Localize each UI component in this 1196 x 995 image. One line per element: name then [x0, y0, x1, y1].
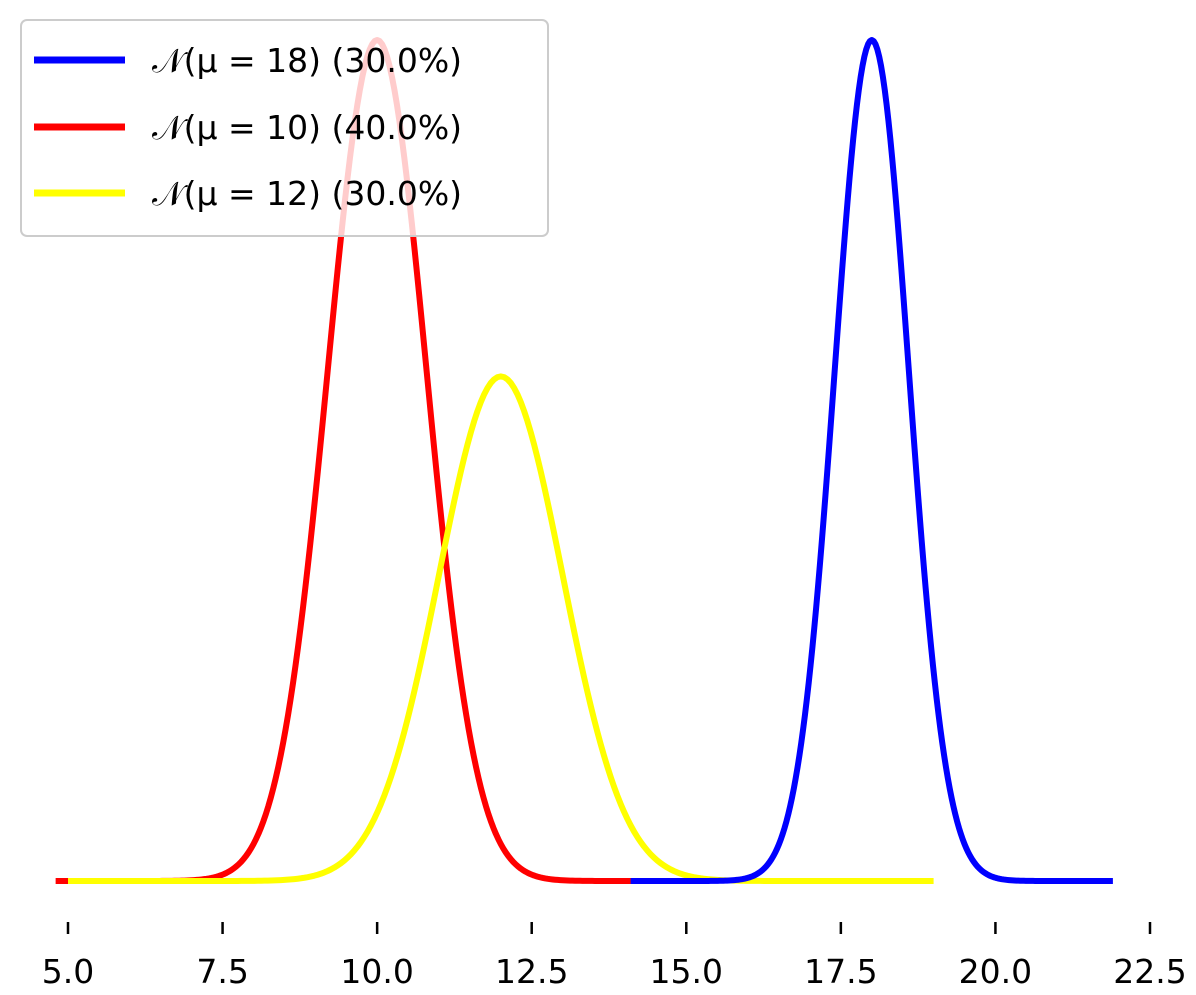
x-tick-label: 20.0	[959, 952, 1032, 991]
x-axis: 5.0 7.5 10.0 12.5 15.0 17.5 20.0 22.5	[42, 922, 1187, 991]
x-tick-label: 17.5	[804, 952, 877, 991]
legend-label: 𝒩(μ = 18) (30.0%)	[152, 41, 462, 80]
x-tick-label: 7.5	[196, 952, 248, 991]
legend-label: 𝒩(μ = 12) (30.0%)	[152, 174, 462, 213]
series-line-mu-12	[68, 373, 934, 884]
legend: 𝒩(μ = 18) (30.0%) 𝒩(μ = 10) (40.0%) 𝒩(μ = …	[20, 19, 549, 237]
x-tick-label: 15.0	[650, 952, 723, 991]
x-tick-label: 5.0	[42, 952, 94, 991]
x-tick-label: 10.0	[340, 952, 413, 991]
series-line-mu-18	[629, 37, 1115, 884]
legend-box	[20, 19, 549, 237]
x-tick-label: 22.5	[1113, 952, 1186, 991]
legend-label: 𝒩(μ = 10) (40.0%)	[152, 108, 462, 147]
x-tick-label: 12.5	[495, 952, 568, 991]
